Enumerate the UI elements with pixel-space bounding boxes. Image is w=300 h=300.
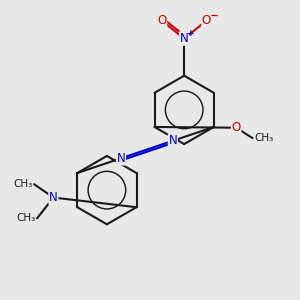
Text: CH₃: CH₃ <box>254 133 273 143</box>
Text: N: N <box>180 32 189 45</box>
Text: O: O <box>157 14 167 27</box>
Text: −: − <box>209 11 218 20</box>
Text: +: + <box>187 29 194 38</box>
Text: N: N <box>117 152 125 165</box>
Text: O: O <box>202 14 211 27</box>
Text: O: O <box>232 121 241 134</box>
Text: N: N <box>169 134 177 147</box>
Text: CH₃: CH₃ <box>13 179 33 189</box>
Text: CH₃: CH₃ <box>16 213 36 224</box>
Text: N: N <box>49 191 58 204</box>
